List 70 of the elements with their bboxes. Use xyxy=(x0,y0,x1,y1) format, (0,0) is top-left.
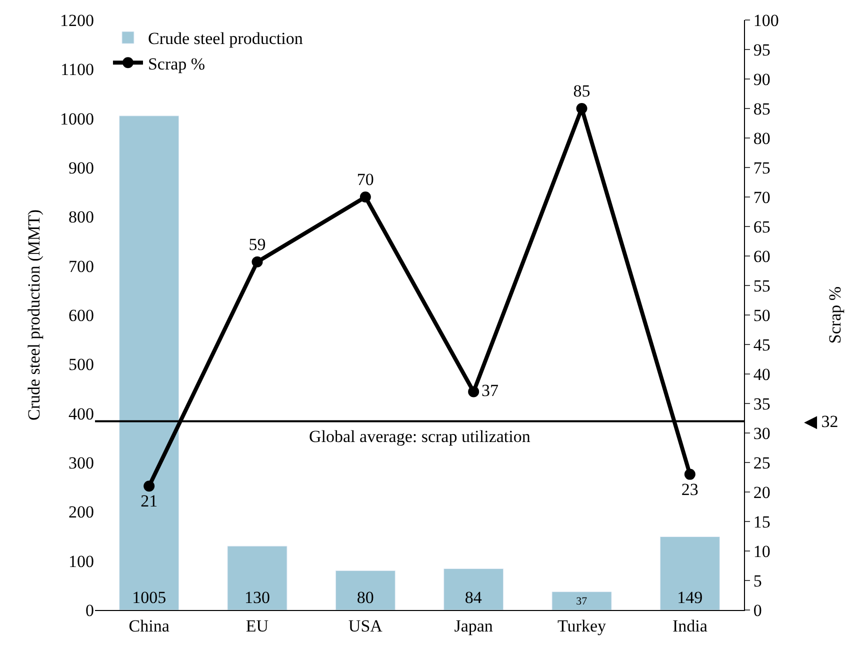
y-tick-label: 300 xyxy=(68,453,94,472)
data-label: 84 xyxy=(464,588,482,607)
x-tick-label: India xyxy=(672,616,708,636)
x-tick-label: China xyxy=(128,616,170,636)
y2-axis-title: Scrap % xyxy=(825,286,844,344)
y2-tick-label: 80 xyxy=(753,128,770,148)
data-label: 149 xyxy=(677,588,703,607)
y2-tick-label: 25 xyxy=(753,453,770,472)
bar xyxy=(119,116,180,610)
y2-tick-label: 40 xyxy=(753,364,770,384)
point xyxy=(468,386,480,398)
y-tick-label: 800 xyxy=(68,208,94,227)
bar xyxy=(444,568,504,610)
y-tick-label: 700 xyxy=(68,256,94,276)
y2-tick-label: 85 xyxy=(753,99,770,118)
y-tick-label: 400 xyxy=(68,404,94,424)
bar xyxy=(552,592,612,610)
data-label: 23 xyxy=(681,480,698,499)
y2-tick-label: 75 xyxy=(753,158,770,178)
y-tick-label: 1000 xyxy=(60,109,94,128)
text: ◀ 32 xyxy=(804,412,838,431)
ref-line-label: Global average: scrap utilization xyxy=(309,427,531,446)
y-tick-label: 0 xyxy=(86,600,94,620)
y-tick-label: 500 xyxy=(68,355,94,374)
x-tick-label: USA xyxy=(348,616,384,636)
y2-tick-label: 35 xyxy=(753,394,770,414)
y-tick-label: 1100 xyxy=(60,60,94,80)
y-axis-title: Crude steel production (MMT) xyxy=(24,209,44,421)
data-label: 70 xyxy=(356,170,374,189)
data-label: 59 xyxy=(248,234,266,254)
y-tick-label: 200 xyxy=(68,502,94,522)
y2-tick-label: 50 xyxy=(753,306,770,325)
point xyxy=(684,468,696,480)
point xyxy=(144,480,155,492)
y2-tick-label: 55 xyxy=(753,276,770,296)
x-tick-label: Turkey xyxy=(558,616,606,636)
y-tick-label: 1200 xyxy=(60,10,94,30)
y2-tick-label: 65 xyxy=(753,217,770,236)
point xyxy=(360,192,371,202)
legend-label: Crude steel production xyxy=(148,29,304,48)
y-tick-label: 100 xyxy=(68,552,94,571)
y2-tick-label: 45 xyxy=(753,335,770,354)
y-tick-label: 600 xyxy=(68,306,94,325)
data-label: 21 xyxy=(140,492,158,511)
legend-label: Scrap % xyxy=(148,54,206,74)
data-label: 37 xyxy=(576,595,588,608)
bar xyxy=(335,570,396,610)
y-tick-label: 900 xyxy=(68,158,94,178)
data-label: 37 xyxy=(481,380,499,400)
y2-tick-label: 90 xyxy=(753,70,770,89)
point xyxy=(576,103,588,114)
bar xyxy=(660,536,720,610)
y2-tick-label: 15 xyxy=(753,512,770,532)
y2-tick-label: 30 xyxy=(753,424,770,443)
data-label: 1005 xyxy=(132,588,166,607)
y2-tick-label: 100 xyxy=(753,10,779,30)
y2-tick-label: 60 xyxy=(753,246,770,266)
bar xyxy=(227,546,288,610)
data-label: 85 xyxy=(573,81,590,100)
x-tick-label: EU xyxy=(246,616,269,636)
data-label: 130 xyxy=(244,588,270,607)
x-tick-label: Japan xyxy=(454,616,494,636)
y2-tick-label: 5 xyxy=(753,571,762,590)
y2-tick-label: 70 xyxy=(753,188,770,207)
point xyxy=(252,256,263,268)
y2-tick-label: 95 xyxy=(753,40,770,60)
y2-tick-label: 20 xyxy=(753,482,770,502)
data-label: 80 xyxy=(356,588,374,607)
y2-tick-label: 10 xyxy=(753,542,770,561)
y2-tick-label: 0 xyxy=(753,600,762,620)
